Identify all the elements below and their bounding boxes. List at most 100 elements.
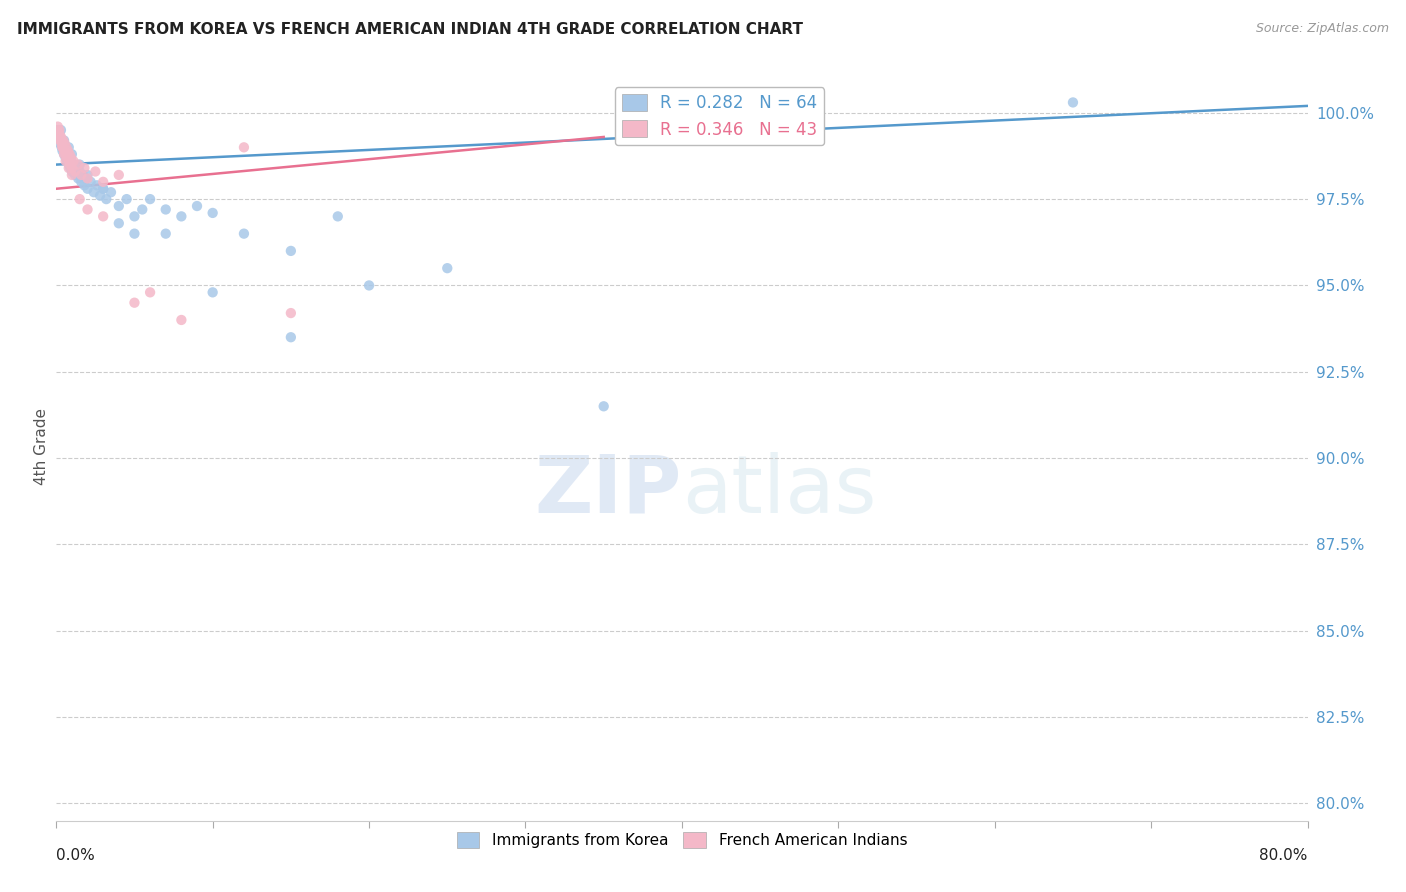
Point [1062,95,1084,110]
Point [53,147,76,161]
Point [91,210,114,224]
Point [100,185,122,199]
Point [53,136,76,151]
Point [46,120,69,134]
Point [75,171,97,186]
Text: ZIP: ZIP [534,452,682,530]
Point [124,295,146,310]
Point [51,140,73,154]
Point [131,202,153,217]
Point [280,244,302,258]
Point [49,123,72,137]
Point [359,278,381,293]
Point [86,178,108,193]
Point [65,161,87,175]
Point [108,199,131,213]
Point [48,123,70,137]
Point [55,144,77,158]
Point [55,154,77,169]
Point [76,182,98,196]
Text: atlas: atlas [682,452,876,530]
Point [49,130,72,145]
Point [48,127,70,141]
Point [79,175,101,189]
Point [63,164,86,178]
Point [58,147,80,161]
Point [59,161,82,175]
Point [592,399,614,413]
Point [72,168,94,182]
Point [56,154,79,169]
Point [326,210,349,224]
Point [49,133,72,147]
Point [73,178,96,193]
Text: 80.0%: 80.0% [1260,848,1308,863]
Point [52,136,75,151]
Point [70,175,93,189]
Point [124,210,146,224]
Point [76,171,98,186]
Point [91,182,114,196]
Text: Source: ZipAtlas.com: Source: ZipAtlas.com [1256,22,1389,36]
Point [55,140,77,154]
Point [73,161,96,175]
Point [62,154,84,169]
Point [58,151,80,165]
Point [91,175,114,189]
Point [69,158,91,172]
Point [60,161,83,175]
Point [53,133,76,147]
Point [83,185,105,199]
Point [70,168,93,182]
Point [59,158,82,172]
Point [280,330,302,344]
Point [170,210,193,224]
Point [63,168,86,182]
Point [58,158,80,172]
Point [58,161,80,175]
Point [108,216,131,230]
Point [139,192,162,206]
Point [48,127,70,141]
Point [84,164,107,178]
Point [69,164,91,178]
Point [170,313,193,327]
Point [52,133,75,147]
Point [96,192,118,206]
Point [201,206,224,220]
Point [60,164,83,178]
Point [58,140,80,154]
Point [67,158,90,172]
Point [51,140,73,154]
Point [48,127,70,141]
Point [280,306,302,320]
Point [124,227,146,241]
Y-axis label: 4th Grade: 4th Grade [34,408,49,484]
Point [51,136,73,151]
Point [51,140,73,154]
Point [49,133,72,147]
Point [55,147,77,161]
Point [49,136,72,151]
Point [46,123,69,137]
Text: 0.0%: 0.0% [56,848,96,863]
Point [48,130,70,145]
Point [51,144,73,158]
Point [60,147,83,161]
Point [56,147,79,161]
Point [60,154,83,169]
Point [62,158,84,172]
Point [233,140,256,154]
Legend: Immigrants from Korea, French American Indians: Immigrants from Korea, French American I… [450,826,914,855]
Point [55,151,77,165]
Point [108,168,131,182]
Text: IMMIGRANTS FROM KOREA VS FRENCH AMERICAN INDIAN 4TH GRADE CORRELATION CHART: IMMIGRANTS FROM KOREA VS FRENCH AMERICAN… [17,22,803,37]
Point [436,261,458,276]
Point [89,188,111,202]
Point [76,168,98,182]
Point [49,133,72,147]
Point [67,171,90,186]
Point [60,168,83,182]
Point [201,285,224,300]
Point [58,154,80,169]
